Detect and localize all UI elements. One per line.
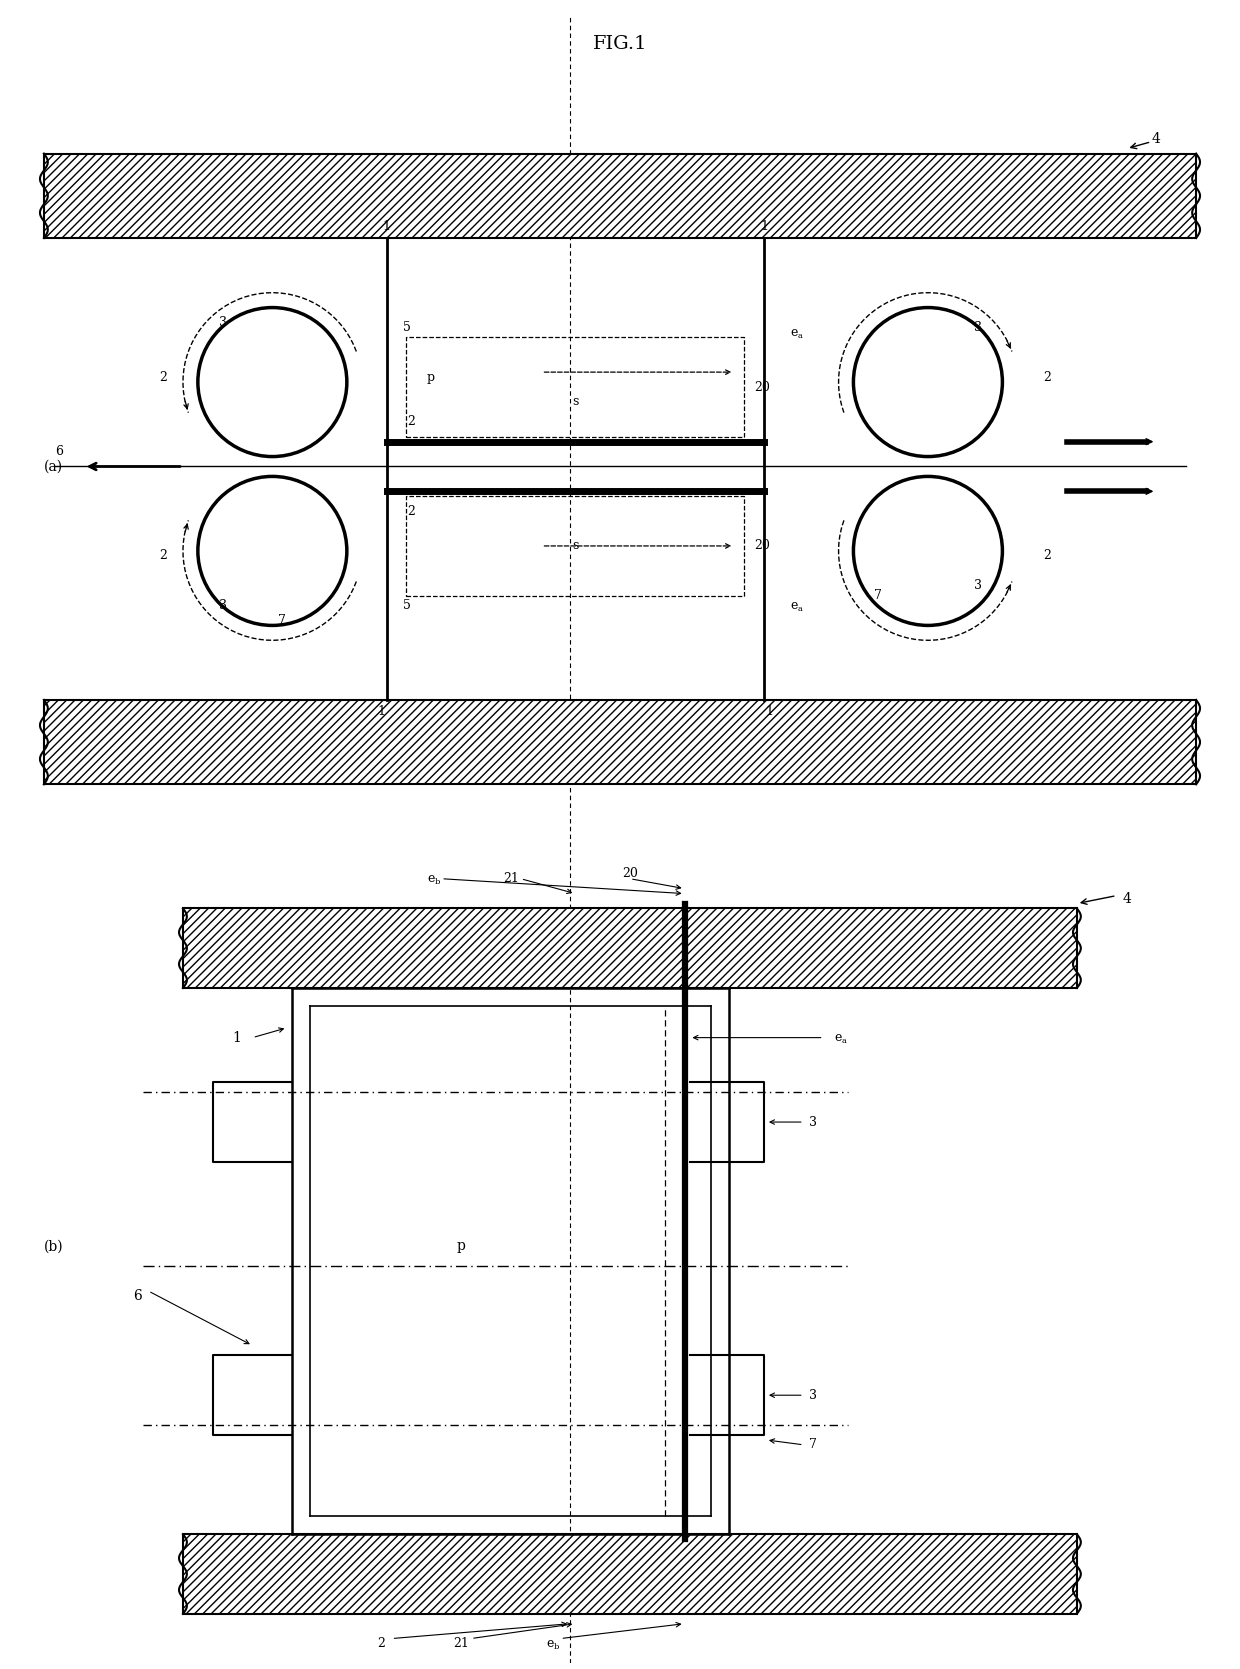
Text: 7: 7 — [874, 589, 882, 603]
Text: 3: 3 — [973, 320, 982, 334]
Text: 7: 7 — [278, 614, 286, 628]
Text: a: a — [797, 606, 802, 613]
Text: 6: 6 — [55, 446, 63, 457]
Text: FIG.1: FIG.1 — [593, 35, 647, 53]
Text: 2: 2 — [1043, 549, 1052, 562]
Text: e: e — [790, 599, 797, 613]
Text: 3: 3 — [808, 1389, 817, 1402]
Bar — [43, 154, 1197, 239]
Text: 4: 4 — [1122, 891, 1131, 906]
Text: e: e — [547, 1637, 554, 1651]
Text: 3: 3 — [973, 579, 982, 592]
Bar — [184, 908, 1076, 988]
Text: 5: 5 — [403, 599, 410, 613]
Text: 2: 2 — [1043, 371, 1052, 384]
Text: 21: 21 — [453, 1637, 469, 1651]
Bar — [43, 699, 1197, 784]
Text: 2: 2 — [408, 504, 415, 517]
Text: 2: 2 — [159, 371, 167, 384]
Text: a: a — [842, 1036, 847, 1045]
Text: e: e — [428, 873, 435, 885]
Text: 3: 3 — [218, 599, 227, 613]
Text: 1: 1 — [383, 220, 391, 232]
Text: e: e — [790, 325, 797, 339]
Text: 3: 3 — [808, 1115, 817, 1128]
Text: 2: 2 — [378, 1637, 386, 1651]
Text: (a): (a) — [43, 459, 63, 474]
Bar — [407, 337, 744, 437]
Text: 7: 7 — [808, 1439, 817, 1452]
Text: p: p — [427, 371, 434, 384]
Text: s: s — [572, 539, 579, 552]
Text: b: b — [434, 878, 440, 886]
Text: 1: 1 — [765, 706, 773, 718]
Text: (b): (b) — [43, 1238, 63, 1253]
Text: p: p — [456, 1238, 465, 1253]
Text: 2: 2 — [408, 416, 415, 429]
Text: 21: 21 — [502, 873, 518, 885]
Text: b: b — [554, 1642, 559, 1651]
Text: 20: 20 — [754, 381, 770, 394]
Text: 1: 1 — [378, 706, 386, 718]
Bar — [407, 496, 744, 596]
Text: 20: 20 — [754, 539, 770, 552]
Text: 3: 3 — [218, 315, 227, 329]
Text: 1: 1 — [233, 1031, 242, 1045]
Text: 20: 20 — [622, 868, 637, 880]
Text: 5: 5 — [403, 320, 410, 334]
Text: s: s — [572, 396, 579, 409]
Text: 6: 6 — [133, 1288, 143, 1303]
Bar — [184, 1534, 1076, 1614]
Text: e: e — [835, 1031, 842, 1045]
Text: 1: 1 — [760, 220, 768, 232]
Text: 4: 4 — [1152, 132, 1161, 145]
Text: 2: 2 — [159, 549, 167, 562]
Text: a: a — [797, 332, 802, 340]
